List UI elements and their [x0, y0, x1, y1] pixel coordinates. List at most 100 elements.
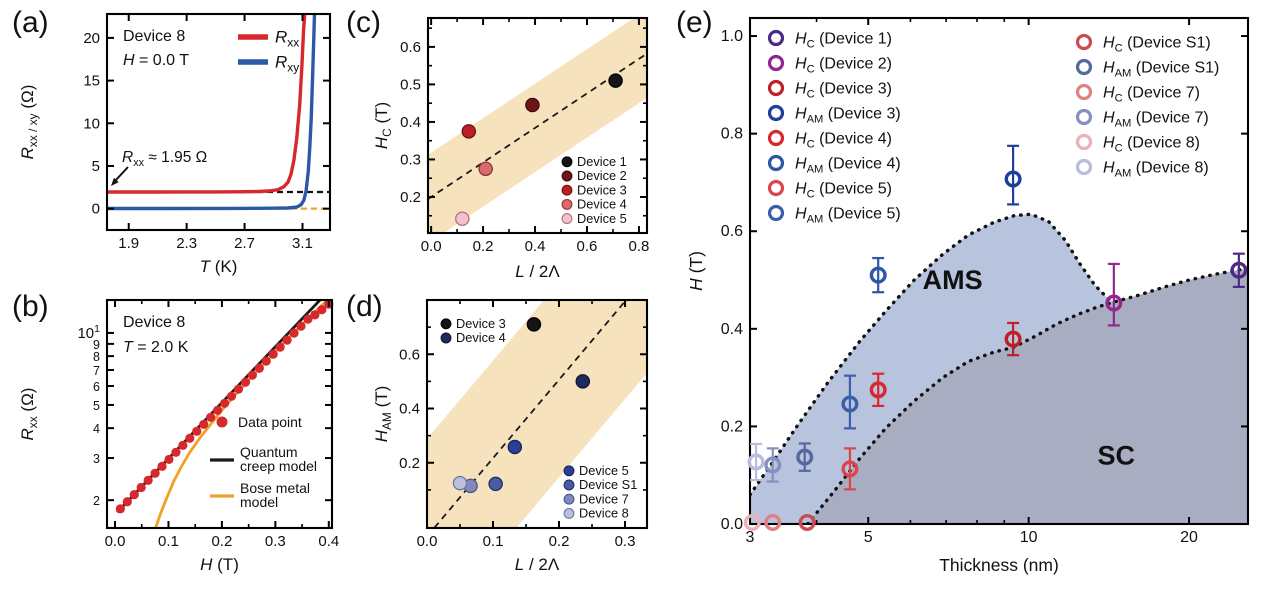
panel-b-ylabel: Rxx (Ω)	[18, 388, 40, 441]
svg-text:0.4: 0.4	[399, 401, 420, 418]
panel-e-axes: 3 5 10 20 0.0 0.2 0.4 0.6 0.8 1.0	[721, 16, 1250, 546]
svg-text:Device S1: Device S1	[579, 477, 637, 492]
panel-b-xlabel: H (T)	[200, 555, 239, 574]
svg-text:0.2: 0.2	[400, 189, 421, 206]
svg-text:4: 4	[93, 422, 100, 436]
svg-text:Device 7: Device 7	[579, 491, 629, 506]
svg-text:T (K): T (K)	[200, 257, 238, 276]
svg-text:HAM (Device 7): HAM (Device 7)	[1103, 110, 1209, 130]
svg-text:0.4: 0.4	[525, 238, 546, 255]
svg-text:0.0: 0.0	[421, 238, 442, 255]
panel-a-text: Device 8 H = 0.0 T Rxx Rxy Rxx ≈ 1.95 Ω	[111, 28, 299, 186]
svg-text:Device 8: Device 8	[123, 314, 185, 331]
panel-b-text: Device 8 T = 2.0 K Data point Quantumcreep …	[123, 314, 317, 510]
svg-text:2: 2	[93, 494, 100, 508]
svg-text:H = 0.0 T: H = 0.0 T	[123, 52, 189, 69]
svg-text:3: 3	[93, 452, 100, 466]
svg-text:HAM (Device 5): HAM (Device 5)	[795, 206, 901, 226]
svg-text:Device 5: Device 5	[579, 463, 629, 478]
svg-text:HC (T): HC (T)	[372, 102, 394, 149]
annotation-arrow	[114, 166, 129, 182]
svg-text:0.6: 0.6	[400, 39, 421, 56]
svg-text:Quantum: Quantum	[240, 444, 298, 460]
sc-region	[807, 268, 1248, 524]
hc-data-points	[743, 252, 1248, 532]
svg-text:3: 3	[746, 529, 755, 546]
ham-data-points	[747, 144, 1022, 483]
svg-text:0: 0	[92, 201, 100, 218]
svg-text:0.3: 0.3	[265, 533, 286, 550]
svg-text:HC (Device 2): HC (Device 2)	[795, 56, 892, 76]
svg-text:8: 8	[93, 350, 100, 364]
svg-text:0.0: 0.0	[721, 516, 743, 533]
panel-d-ylabel: HAM (T)	[372, 386, 394, 443]
svg-text:Thickness (nm): Thickness (nm)	[939, 555, 1059, 575]
svg-text:6: 6	[93, 380, 100, 394]
svg-text:HC (Device 4): HC (Device 4)	[795, 131, 892, 151]
svg-text:Device 8: Device 8	[579, 506, 629, 521]
svg-text:15: 15	[83, 73, 100, 90]
svg-text:0.2: 0.2	[721, 418, 743, 435]
svg-text:Device 8: Device 8	[123, 28, 185, 45]
svg-text:20: 20	[83, 30, 100, 47]
svg-text:Bose metal: Bose metal	[240, 480, 310, 496]
svg-text:101: 101	[77, 323, 100, 342]
panel-a-label: (a)	[12, 6, 49, 39]
svg-text:0.6: 0.6	[721, 223, 743, 240]
svg-text:H (T): H (T)	[686, 251, 706, 291]
panel-e-region-labels: AMS SC	[923, 265, 1135, 471]
svg-text:0.8: 0.8	[721, 126, 743, 143]
svg-text:HC (Device S1): HC (Device S1)	[1103, 35, 1211, 55]
svg-text:7: 7	[93, 364, 100, 378]
svg-text:model: model	[240, 494, 278, 510]
svg-text:0.0: 0.0	[417, 533, 438, 550]
panel-e-ylabel: H (T)	[686, 251, 706, 291]
svg-text:HAM (Device 4): HAM (Device 4)	[795, 156, 901, 176]
svg-text:Device 2: Device 2	[577, 168, 627, 183]
panel-d-axes: 0.0 0.1 0.2 0.3 0.2 0.4 0.6	[399, 298, 649, 550]
panel-e-xlabel: Thickness (nm)	[939, 555, 1059, 575]
svg-text:HAM (Device 8): HAM (Device 8)	[1103, 160, 1209, 180]
svg-text:Rxx (Ω): Rxx (Ω)	[18, 388, 40, 441]
svg-text:0.6: 0.6	[399, 346, 420, 363]
panel-c-xlabel: L / 2Λ	[515, 262, 560, 281]
svg-text:Device 4: Device 4	[577, 197, 627, 212]
panel-a-axes: 1.9 2.3 2.7 3.1 0 5 10 15 20	[83, 12, 332, 252]
svg-text:HAM (Device 3): HAM (Device 3)	[795, 106, 901, 126]
svg-text:3.1: 3.1	[292, 235, 313, 252]
svg-text:1.9: 1.9	[118, 235, 139, 252]
panel-d-label: (d)	[346, 290, 383, 323]
svg-text:10: 10	[1020, 529, 1038, 546]
svg-text:Rxy: Rxy	[275, 53, 299, 75]
svg-text:AMS: AMS	[923, 265, 983, 295]
svg-text:0.2: 0.2	[211, 533, 232, 550]
svg-text:creep model: creep model	[240, 458, 317, 474]
svg-text:2.3: 2.3	[176, 235, 197, 252]
svg-text:0.1: 0.1	[158, 533, 179, 550]
panel-c-axes: 0.0 0.2 0.4 0.6 0.8 0.2 0.3 0.4 0.5 0.6	[400, 16, 649, 255]
svg-text:5: 5	[92, 158, 100, 175]
svg-text:0.4: 0.4	[721, 321, 743, 338]
panel-e	[750, 212, 1248, 524]
svg-text:Rxx: Rxx	[275, 28, 299, 50]
svg-text:HC (Device 1): HC (Device 1)	[795, 31, 892, 51]
svg-text:10: 10	[83, 115, 100, 132]
panel-c-label: (c)	[346, 6, 381, 39]
panel-e-label: (e)	[676, 6, 713, 39]
svg-text:Device 5: Device 5	[577, 211, 627, 226]
svg-text:Rxx / xy (Ω): Rxx / xy (Ω)	[18, 85, 40, 160]
svg-text:0.3: 0.3	[400, 151, 421, 168]
svg-text:L / 2Λ: L / 2Λ	[515, 262, 560, 281]
svg-text:0.1: 0.1	[483, 533, 504, 550]
svg-text:0.2: 0.2	[549, 533, 570, 550]
panel-d	[427, 300, 647, 528]
svg-text:5: 5	[864, 529, 873, 546]
panel-a-xlabel: T (K)	[200, 257, 238, 276]
panel-a-ylabel: Rxx / xy (Ω)	[18, 85, 40, 160]
panel-b-data-points	[115, 299, 334, 514]
